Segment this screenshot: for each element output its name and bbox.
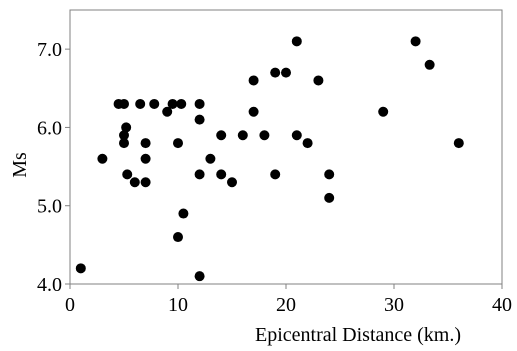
- data-point: [121, 122, 132, 133]
- data-point: [313, 75, 324, 86]
- data-point: [270, 169, 281, 180]
- data-point: [178, 208, 189, 219]
- data-point: [194, 98, 205, 109]
- data-point: [75, 263, 86, 274]
- data-point: [140, 138, 151, 149]
- x-tick-label: 10: [168, 294, 188, 316]
- data-point: [149, 98, 160, 109]
- data-point: [162, 106, 173, 117]
- x-tick-label: 30: [384, 294, 404, 316]
- data-point: [237, 130, 248, 141]
- data-point: [176, 98, 187, 109]
- data-point: [119, 98, 129, 109]
- data-point: [248, 75, 259, 86]
- data-point: [270, 67, 281, 78]
- y-tick-label: 7.0: [37, 39, 62, 61]
- data-point: [227, 177, 237, 188]
- x-axis-title: Epicentral Distance (km.): [255, 324, 461, 346]
- axes: 0 10 20 30 40 4.0 5.0 6.0 7.0: [37, 39, 512, 316]
- data-point: [291, 36, 302, 47]
- data-point: [129, 177, 140, 188]
- data-point: [291, 130, 302, 141]
- data-point: [248, 106, 259, 117]
- data-point: [140, 153, 151, 164]
- data-point: [453, 138, 464, 149]
- x-tick-label: 40: [492, 294, 512, 316]
- data-point: [259, 130, 270, 141]
- y-tick-label: 4.0: [37, 274, 62, 296]
- data-point: [302, 138, 313, 149]
- data-point: [194, 271, 205, 282]
- x-tick-label: 0: [65, 294, 75, 316]
- data-point: [194, 169, 205, 180]
- data-point: [324, 192, 335, 203]
- data-point: [167, 98, 178, 109]
- data-point: [122, 169, 133, 180]
- data-points: [75, 36, 464, 282]
- data-point: [410, 36, 421, 47]
- data-point: [194, 114, 205, 125]
- plot-frame: [69, 9, 503, 285]
- data-point: [119, 130, 129, 141]
- data-point: [324, 169, 335, 180]
- data-point: [135, 98, 146, 109]
- data-point: [173, 138, 183, 149]
- data-point: [205, 153, 216, 164]
- data-point: [140, 177, 151, 188]
- data-point: [281, 67, 291, 78]
- data-point: [173, 232, 183, 243]
- data-point: [378, 106, 389, 117]
- data-point: [216, 169, 227, 180]
- y-tick-label: 6.0: [37, 117, 62, 139]
- data-point: [216, 130, 227, 141]
- y-axis-title: Ms: [9, 152, 31, 178]
- data-point: [424, 59, 435, 70]
- y-tick-label: 5.0: [37, 196, 62, 218]
- data-point: [119, 138, 129, 149]
- x-tick-label: 20: [276, 294, 296, 316]
- data-point: [97, 153, 108, 164]
